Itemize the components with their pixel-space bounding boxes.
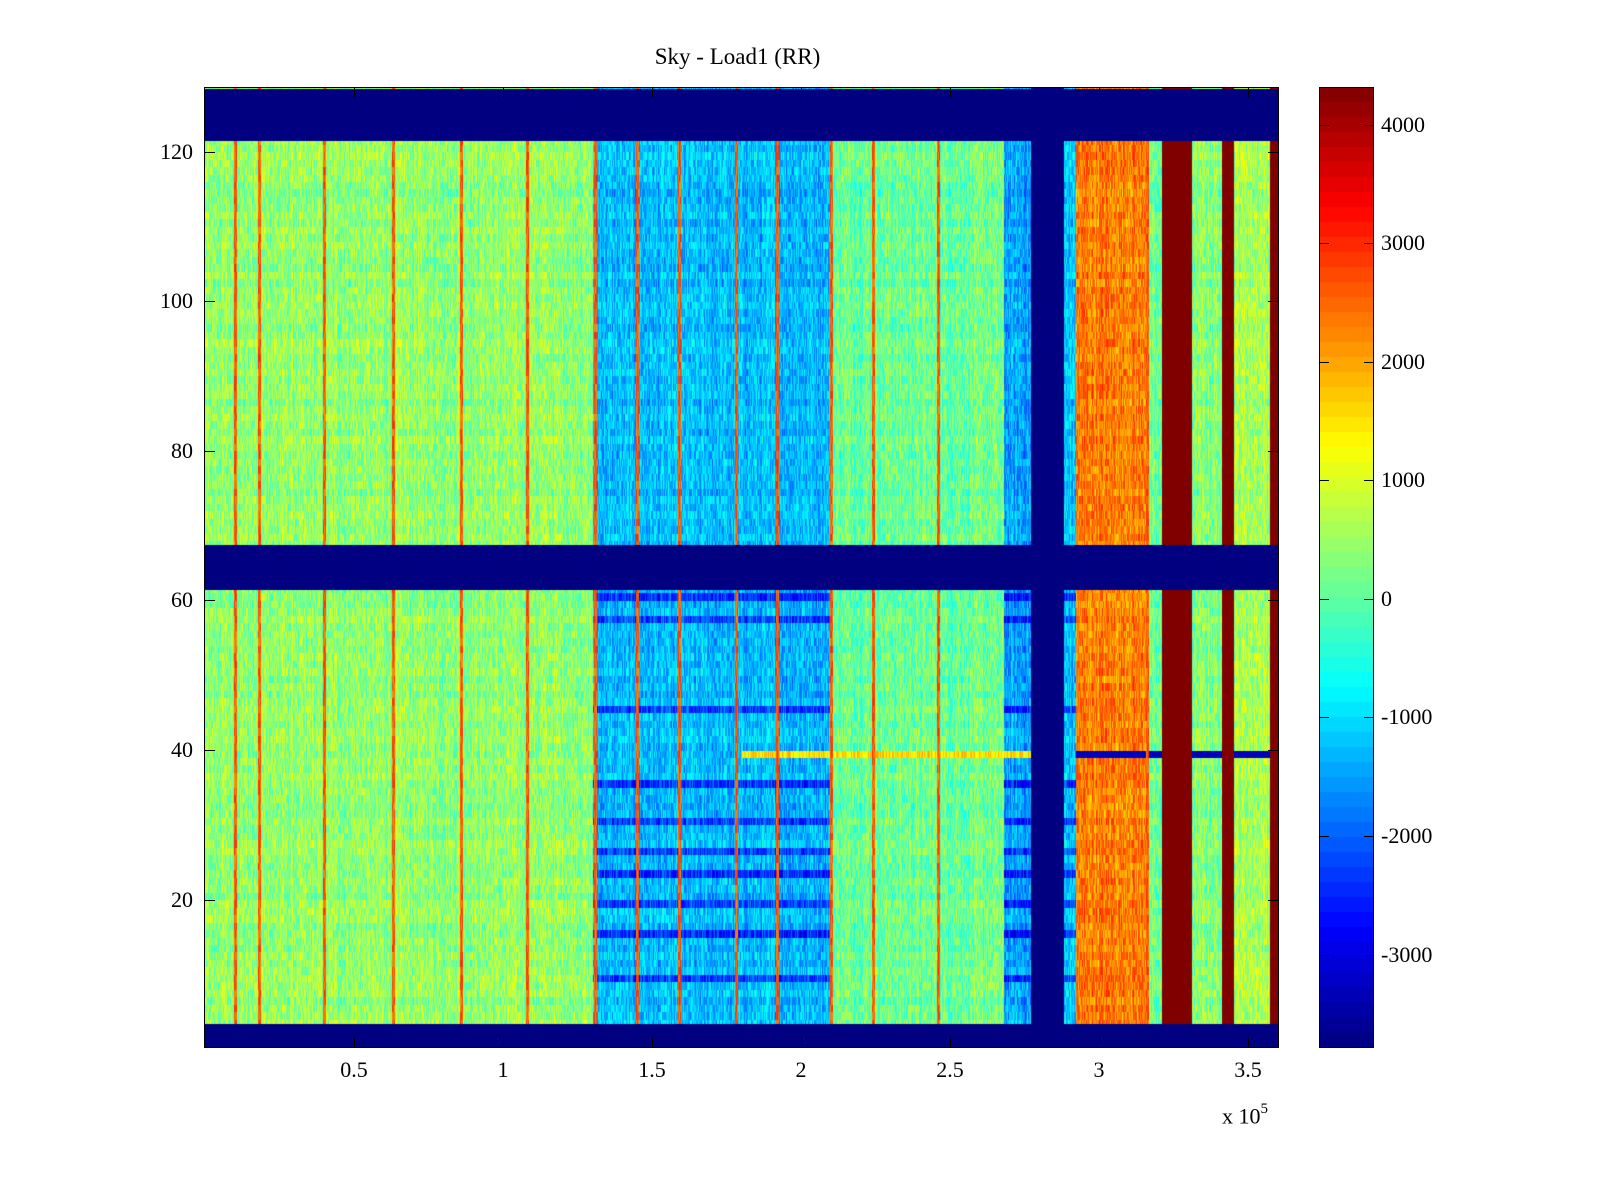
- x-tick-mark: [503, 1037, 504, 1047]
- x-axis-multiplier-base: x 10: [1222, 1103, 1261, 1129]
- y-tick-mark-right: [1268, 152, 1278, 153]
- x-axis-multiplier: x 105: [1222, 1101, 1269, 1129]
- y-tick-mark: [205, 600, 215, 601]
- colorbar-tick-mark: [1320, 717, 1329, 718]
- colorbar-tick-mark: [1320, 125, 1329, 126]
- y-tick-mark-right: [1268, 900, 1278, 901]
- x-tick-mark-top: [950, 88, 951, 98]
- x-tick-mark-top: [503, 88, 504, 98]
- colorbar-tick-label: 3000: [1381, 230, 1425, 255]
- y-tick-label: 60: [171, 587, 193, 612]
- x-tick-label: 1: [497, 1057, 509, 1082]
- colorbar-tick-label: 1000: [1381, 467, 1425, 492]
- x-tick-mark: [354, 1037, 355, 1047]
- x-tick-label: 3.5: [1234, 1057, 1262, 1082]
- colorbar-tick-mark-right: [1364, 717, 1373, 718]
- colorbar-tick-mark-right: [1364, 480, 1373, 481]
- x-tick-mark: [1248, 1037, 1249, 1047]
- colorbar-tick-mark-right: [1364, 125, 1373, 126]
- x-tick-mark: [1099, 1037, 1100, 1047]
- y-tick-mark: [205, 451, 215, 452]
- y-tick-label: 80: [171, 438, 193, 463]
- x-tick-mark-top: [1099, 88, 1100, 98]
- x-tick-label: 1.5: [638, 1057, 666, 1082]
- colorbar-tick-label: -1000: [1381, 704, 1433, 729]
- colorbar-tick-mark: [1320, 243, 1329, 244]
- y-tick-mark: [205, 152, 215, 153]
- x-tick-mark-top: [652, 88, 653, 98]
- y-tick-mark-right: [1268, 301, 1278, 302]
- y-tick-mark-right: [1268, 451, 1278, 452]
- x-axis-multiplier-exponent: 5: [1260, 1101, 1269, 1117]
- colorbar-tick-mark-right: [1364, 243, 1373, 244]
- colorbar: [1320, 88, 1373, 1047]
- colorbar-tick-label: -3000: [1381, 942, 1433, 967]
- colorbar-tick-label: 4000: [1381, 112, 1425, 137]
- x-tick-mark-top: [801, 88, 802, 98]
- y-tick-mark: [205, 301, 215, 302]
- colorbar-tick-mark-right: [1364, 955, 1373, 956]
- colorbar-tick-mark: [1320, 480, 1329, 481]
- y-tick-label: 20: [171, 887, 193, 912]
- x-tick-label: 0.5: [340, 1057, 368, 1082]
- chart-title: Sky - Load1 (RR): [654, 44, 821, 69]
- y-tick-label: 120: [160, 139, 193, 164]
- colorbar-tick-mark-right: [1364, 836, 1373, 837]
- x-tick-mark: [950, 1037, 951, 1047]
- colorbar-tick-label: 2000: [1381, 349, 1425, 374]
- y-tick-mark-right: [1268, 750, 1278, 751]
- colorbar-tick-mark-right: [1364, 599, 1373, 600]
- x-tick-mark: [801, 1037, 802, 1047]
- colorbar-tick-mark: [1320, 836, 1329, 837]
- plot-axes-frame: [204, 87, 1279, 1048]
- heatmap-plot-area: [205, 88, 1278, 1047]
- colorbar-tick-mark: [1320, 599, 1329, 600]
- y-tick-mark: [205, 900, 215, 901]
- x-tick-mark-top: [354, 88, 355, 98]
- x-tick-label: 3: [1093, 1057, 1105, 1082]
- colorbar-tick-label: -2000: [1381, 823, 1433, 848]
- x-tick-label: 2.5: [936, 1057, 964, 1082]
- colorbar-tick-mark: [1320, 955, 1329, 956]
- colorbar-frame: [1319, 87, 1374, 1048]
- y-tick-mark: [205, 750, 215, 751]
- colorbar-tick-mark-right: [1364, 362, 1373, 363]
- y-tick-mark-right: [1268, 600, 1278, 601]
- x-tick-mark: [652, 1037, 653, 1047]
- y-tick-label: 40: [171, 737, 193, 762]
- x-tick-label: 2: [795, 1057, 807, 1082]
- colorbar-tick-label: 0: [1381, 586, 1392, 611]
- x-tick-mark-top: [1248, 88, 1249, 98]
- colorbar-tick-mark: [1320, 362, 1329, 363]
- y-tick-label: 100: [160, 288, 193, 313]
